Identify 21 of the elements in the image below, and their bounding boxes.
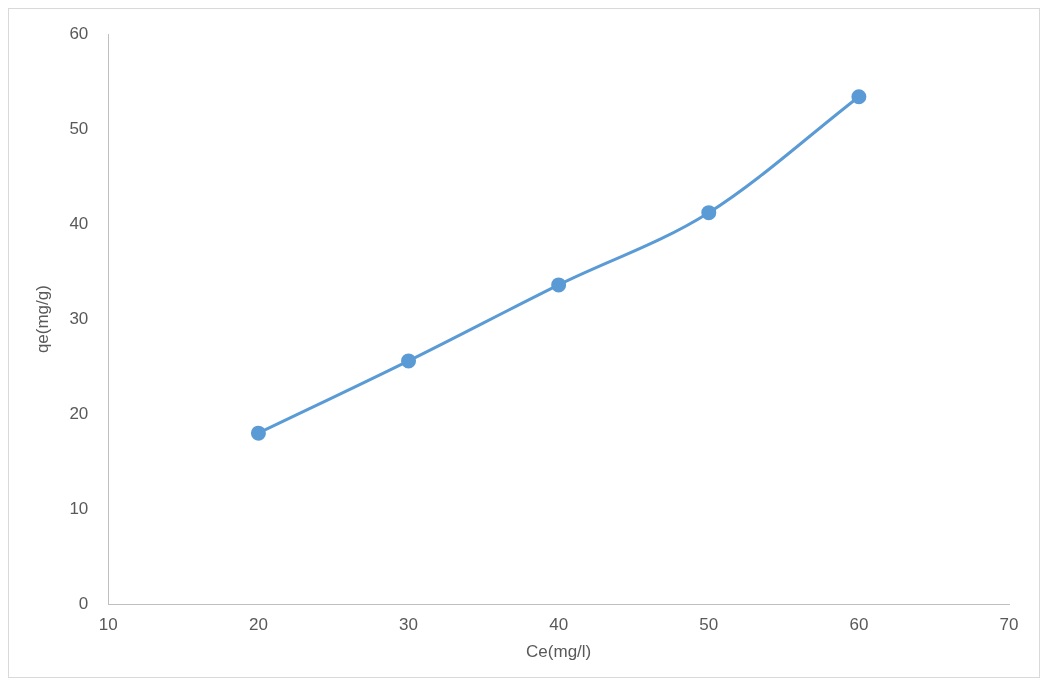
x-tick-label: 60: [849, 615, 869, 635]
x-tick-label: 10: [98, 615, 118, 635]
x-tick-label: 70: [999, 615, 1019, 635]
y-tick-label: 0: [78, 593, 89, 613]
y-tick-label: 10: [69, 498, 89, 518]
x-tick-label: 40: [549, 615, 569, 635]
x-tick-label: 20: [248, 615, 268, 635]
point: [851, 89, 867, 105]
y-tick-label: 40: [69, 213, 89, 233]
point: [401, 353, 417, 369]
y-tick-label: 30: [69, 308, 89, 328]
y-tick-label: 20: [69, 403, 89, 423]
x-tick-label: 50: [699, 615, 719, 635]
point: [250, 425, 266, 441]
point: [701, 205, 717, 221]
y-tick-label: 50: [69, 118, 89, 138]
x-tick-label: 30: [399, 615, 418, 635]
y-axis-title: qe(mg/g): [32, 285, 52, 354]
y-tick-label: 60: [69, 23, 89, 43]
x-axis-title: Ce(mg/l): [526, 642, 592, 662]
point: [551, 277, 567, 293]
